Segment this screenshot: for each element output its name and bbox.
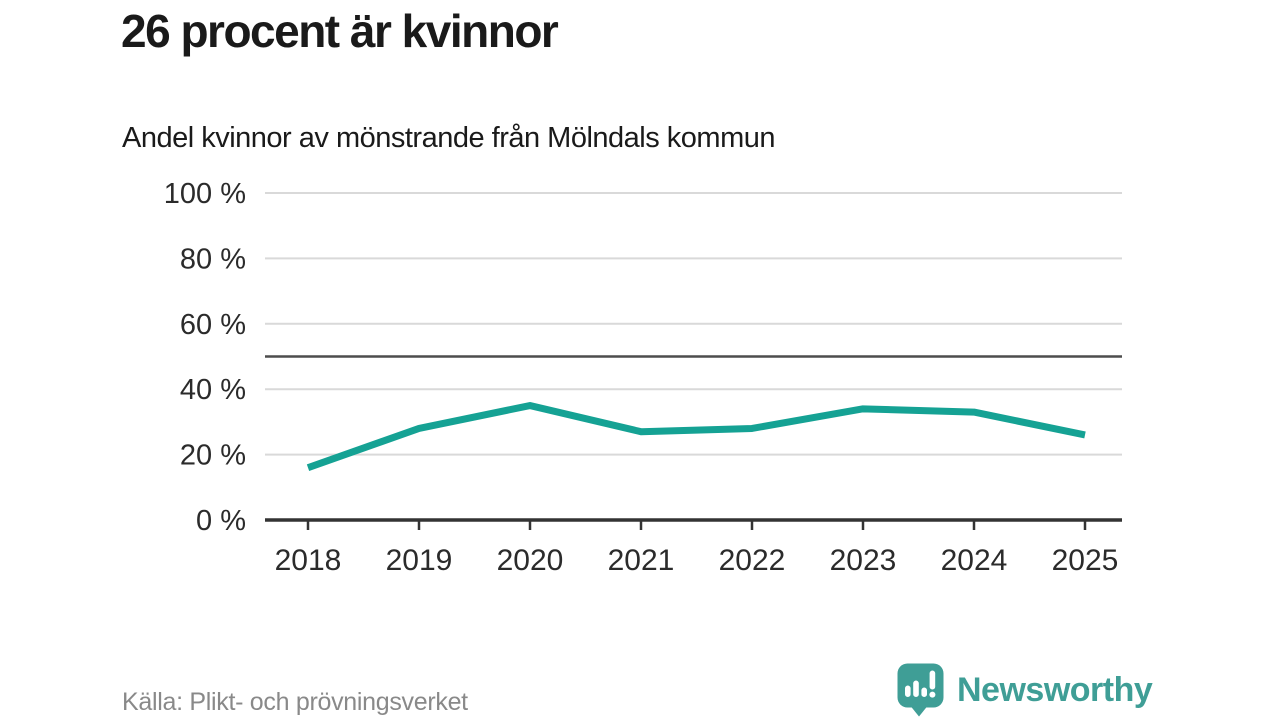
x-axis-label: 2020 — [497, 544, 564, 577]
chart-subtitle: Andel kvinnor av mönstrande från Mölndal… — [122, 122, 776, 154]
x-axis-label: 2021 — [608, 544, 675, 577]
x-axis-label: 2019 — [386, 544, 453, 577]
x-axis-label: 2023 — [830, 544, 897, 577]
x-axis-label: 2022 — [719, 544, 786, 577]
newsworthy-logo-icon — [897, 663, 944, 717]
y-axis-label: 100 % — [164, 178, 246, 210]
y-axis-label: 40 % — [180, 374, 246, 406]
x-axis-label: 2024 — [941, 544, 1008, 577]
y-axis-label: 60 % — [180, 309, 246, 341]
page-title: 26 procent är kvinnor — [121, 5, 559, 57]
source-note: Källa: Plikt- och prövningsverket — [122, 688, 468, 716]
y-axis-label: 80 % — [180, 243, 246, 275]
x-axis-label: 2018 — [275, 544, 342, 577]
y-axis-label: 20 % — [180, 440, 246, 472]
y-axis-label: 0 % — [196, 505, 246, 537]
x-axis-label: 2025 — [1052, 544, 1119, 577]
newsworthy-logo-text: Newsworthy — [957, 670, 1153, 709]
newsworthy-logo: Newsworthy — [897, 663, 1153, 717]
data-line — [306, 402, 1086, 471]
